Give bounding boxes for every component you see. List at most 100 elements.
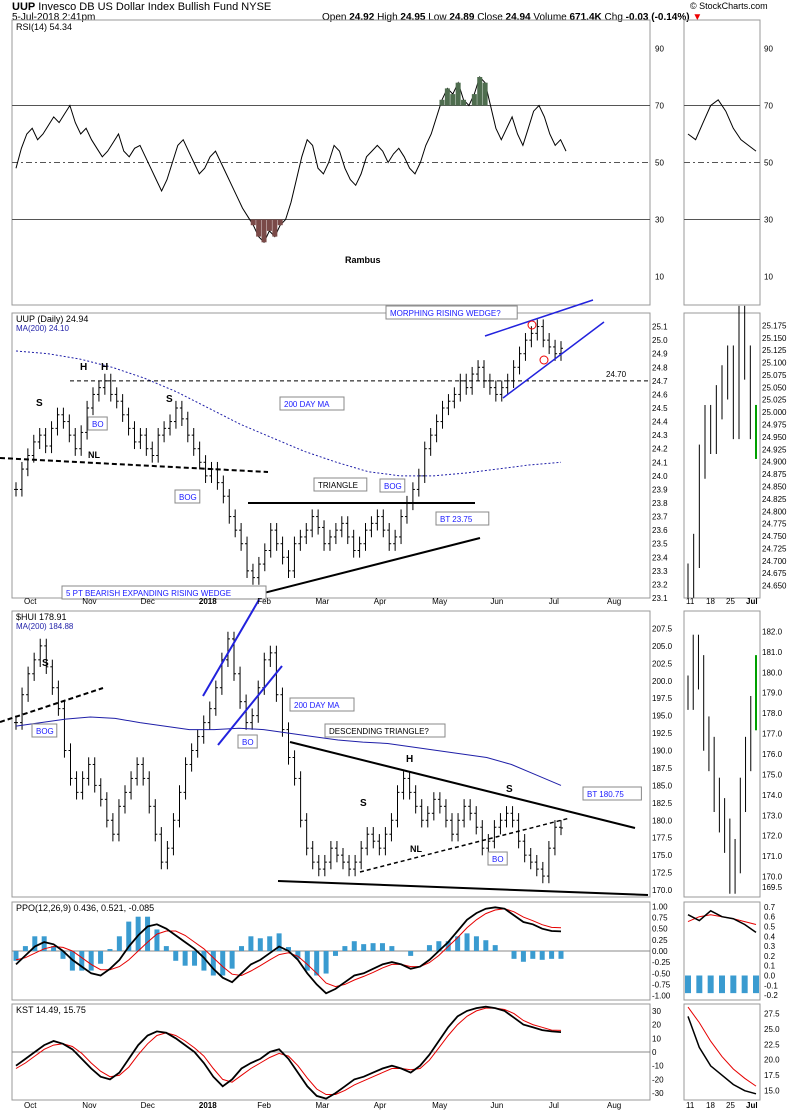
kst-title: KST 14.49, 15.75 — [16, 1005, 86, 1015]
hui-y-tick: 190.0 — [652, 747, 673, 756]
x-axis-tick: Feb — [257, 597, 271, 606]
uup-s-label: S — [36, 398, 43, 409]
hui-y-tick: 202.5 — [652, 659, 673, 668]
hui-bt-label: BT 180.75 — [587, 790, 624, 799]
uup-y-right-tick: 25.125 — [762, 346, 787, 355]
uup-y-tick: 25.1 — [652, 323, 668, 332]
uup-y-right-tick: 24.800 — [762, 507, 787, 516]
kst-y-tick: 20 — [652, 1021, 661, 1030]
ppo-y-tick: 0.50 — [652, 925, 668, 934]
ppo-y-tick: 0.75 — [652, 914, 668, 923]
uup-wedge-top — [484, 299, 594, 337]
uup-y-tick: 23.1 — [652, 594, 668, 603]
hui-y-right-tick: 174.0 — [762, 791, 783, 800]
rsi-y-tick: 70 — [655, 102, 664, 111]
x-axis-tick: Feb — [257, 1101, 271, 1110]
hui-ma200-line — [15, 716, 562, 786]
hui-y-tick: 187.5 — [652, 764, 673, 773]
uup-y-right-tick: 25.175 — [762, 321, 787, 330]
hui-y-tick: 200.0 — [652, 677, 673, 686]
uup-triangle-bottom — [247, 537, 481, 598]
kst-y-tick: 30 — [652, 1007, 661, 1016]
hui-y-tick: 197.5 — [652, 694, 673, 703]
volume-label: Volume — [533, 12, 567, 23]
x-axis-tick: Dec — [141, 597, 155, 606]
hui-200dma-label: 200 DAY MA — [294, 701, 340, 710]
x-axis-tick: May — [432, 597, 447, 606]
ppo-line — [15, 906, 562, 995]
x-axis-right-tick: Jul — [746, 1101, 758, 1110]
ppo-right-line — [687, 909, 757, 934]
ppo-y-tick: -0.25 — [652, 958, 671, 967]
uup-y-right-tick: 25.050 — [762, 383, 787, 392]
chart-date: 5-Jul-2018 2:41pm — [12, 12, 96, 23]
hui-wedge-label: 5 PT BEARISH EXPANDING RISING WEDGE — [66, 589, 231, 598]
x-axis-tick: 2018 — [199, 1101, 217, 1110]
uup-y-tick: 23.3 — [652, 567, 668, 576]
ohlc-readout: Open 24.92 High 24.95 Low 24.89 Close 24… — [322, 12, 702, 23]
hui-200dma-label-box — [289, 697, 355, 712]
hui-s-label: S — [506, 784, 513, 795]
hui-nl-label: NL — [410, 844, 422, 854]
x-axis-tick: Nov — [82, 597, 96, 606]
hui-y-tick: 185.0 — [652, 781, 673, 790]
uup-y-right-tick: 24.975 — [762, 421, 787, 430]
uup-bog-label-2: BOG — [384, 482, 402, 491]
right-panel-frame-kst — [683, 1003, 761, 1101]
uup-triangle-label-box — [313, 477, 368, 492]
uup-y-right-tick: 24.775 — [762, 520, 787, 529]
uup-y-right-tick: 24.675 — [762, 569, 787, 578]
hui-bog-label: BOG — [36, 727, 54, 736]
hui-y-right-tick: 169.5 — [762, 883, 783, 892]
x-axis-right-tick: 18 — [706, 1101, 715, 1110]
uup-morphing-wedge-label-box — [385, 305, 518, 320]
uup-y-right-tick: 24.725 — [762, 544, 787, 553]
hui-h-label: H — [406, 754, 413, 765]
volume-value: 671.4K — [569, 12, 602, 23]
rsi-title: RSI(14) 54.34 — [16, 22, 72, 32]
hui-y-tick: 172.5 — [652, 869, 673, 878]
hui-y-right-tick: 173.0 — [762, 811, 783, 820]
ppo-y-tick: 0.25 — [652, 936, 668, 945]
hui-y-tick: 182.5 — [652, 799, 673, 808]
hui-y-tick: 175.0 — [652, 851, 673, 860]
ppo-y-tick: -0.50 — [652, 969, 671, 978]
uup-y-right-tick: 24.875 — [762, 470, 787, 479]
uup-y-tick: 23.6 — [652, 526, 668, 535]
close-label: Close — [477, 12, 503, 23]
uup-wedge-bottom — [502, 321, 605, 399]
rsi-y-tick: 10 — [655, 273, 664, 282]
kst-y-right-tick: 22.5 — [764, 1040, 780, 1049]
hui-title: $HUI 178.91 — [16, 612, 67, 622]
ticker-title: UUP Invesco DB US Dollar Index Bullish F… — [12, 1, 271, 13]
uup-y-tick: 24.4 — [652, 418, 668, 427]
uup-y-right-tick: 24.750 — [762, 532, 787, 541]
kst-right-signal-line — [687, 1006, 757, 1087]
uup-y-right-tick: 24.950 — [762, 433, 787, 442]
ppo-y-right-tick: 0.6 — [764, 913, 776, 922]
rambus-label: Rambus — [345, 255, 381, 265]
uup-y-tick: 23.5 — [652, 540, 668, 549]
uup-y-tick: 24.3 — [652, 431, 668, 440]
x-axis-tick: Oct — [24, 597, 37, 606]
hui-y-tick: 195.0 — [652, 712, 673, 721]
uup-y-right-tick: 25.000 — [762, 408, 787, 417]
uup-y-tick: 24.9 — [652, 350, 668, 359]
uup-200dma-label: 200 DAY MA — [284, 400, 330, 409]
uup-bog-label-2-box — [379, 478, 406, 493]
uup-s-label: S — [166, 394, 173, 405]
right-panel-frame-ppo — [683, 901, 761, 1001]
uup-y-tick: 25.0 — [652, 336, 668, 345]
uup-y-tick: 24.0 — [652, 472, 668, 481]
hui-y-right-tick: 175.0 — [762, 770, 783, 779]
rsi-line-right — [687, 99, 757, 152]
uup-neckline — [0, 457, 269, 473]
x-axis-tick: Apr — [374, 1101, 387, 1110]
hui-y-tick: 177.5 — [652, 834, 673, 843]
uup-y-right-tick: 24.700 — [762, 557, 787, 566]
uup-bog-label: BOG — [179, 493, 197, 502]
hui-y-right-tick: 171.0 — [762, 852, 783, 861]
hui-y-right-tick: 181.0 — [762, 648, 783, 657]
hui-wedge-upper — [202, 597, 261, 697]
